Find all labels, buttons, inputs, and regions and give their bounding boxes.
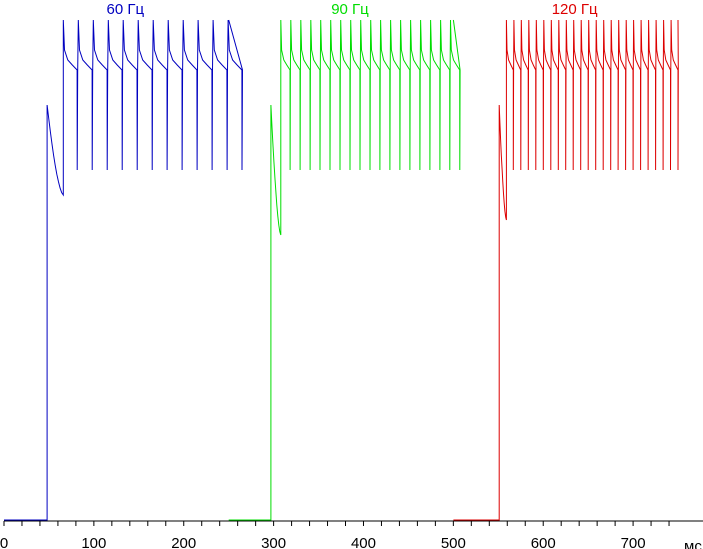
series-label-1: 60 Гц [107, 1, 145, 18]
series-layer [4, 19, 679, 521]
x-tick-label: 0 [0, 535, 8, 549]
x-tick-label: 500 [441, 535, 466, 549]
series-labels: 60 Гц 90 Гц 120 Гц [107, 1, 598, 18]
series-label-2: 90 Гц [331, 1, 369, 18]
x-tick-label: 400 [351, 535, 376, 549]
x-tick-label: 300 [261, 535, 286, 549]
series-line-2 [228, 19, 461, 521]
series-label-3: 120 Гц [552, 1, 598, 18]
x-tick-label: 100 [81, 535, 106, 549]
series-line-1 [4, 19, 244, 521]
x-axis-ticks: 0 100 200 300 400 500 600 700 [0, 521, 670, 549]
x-axis-unit: мс [684, 538, 702, 549]
x-tick-label: 200 [171, 535, 196, 549]
x-tick-label: 600 [531, 535, 556, 549]
series-line-3 [453, 19, 679, 521]
x-tick-label: 700 [621, 535, 646, 549]
